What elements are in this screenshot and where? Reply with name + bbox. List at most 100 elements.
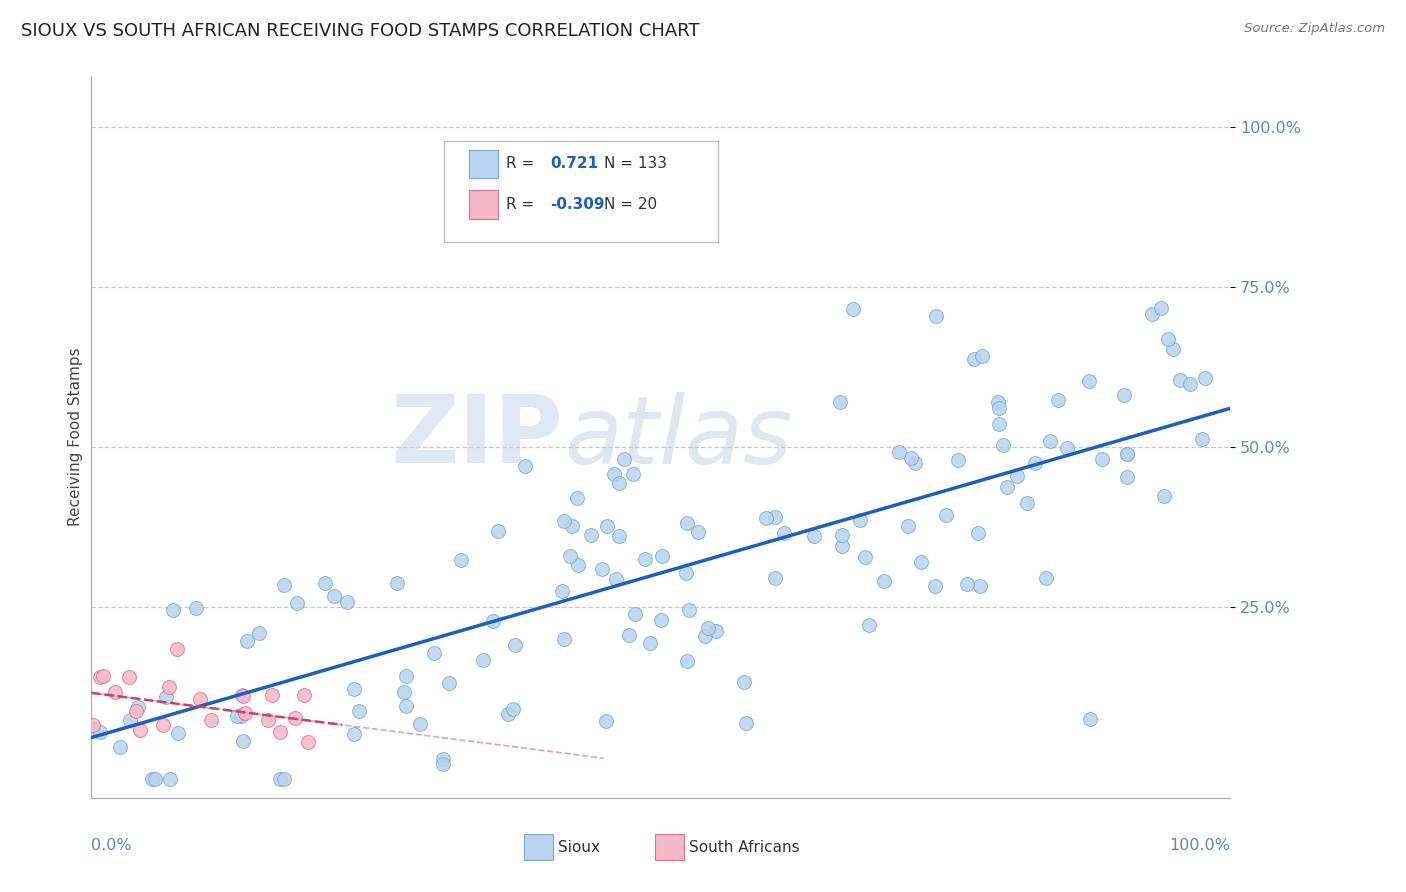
Point (693, 628, 716, 642)
Point (343, 726, 366, 740)
Point (640, 636, 662, 650)
Point (1015, 496, 1038, 510)
Text: Sioux: Sioux (558, 840, 600, 855)
Text: atlas: atlas (564, 392, 792, 483)
Point (285, 596, 308, 610)
Point (1115, 446, 1137, 460)
Point (579, 528, 602, 542)
Point (1056, 442, 1078, 456)
Point (437, 675, 460, 690)
Point (232, 733, 254, 747)
Point (233, 706, 256, 720)
FancyBboxPatch shape (524, 835, 553, 860)
Point (567, 558, 589, 572)
Point (969, 579, 991, 593)
Point (889, 445, 911, 459)
Point (125, 704, 148, 718)
Point (591, 562, 613, 576)
Point (553, 514, 575, 528)
Point (200, 714, 222, 728)
Point (650, 613, 672, 627)
Point (551, 584, 574, 599)
Point (505, 639, 527, 653)
Point (1140, 306, 1163, 320)
Point (561, 518, 583, 533)
Point (260, 688, 283, 702)
Point (118, 713, 141, 727)
Point (515, 458, 537, 473)
Text: Source: ZipAtlas.com: Source: ZipAtlas.com (1244, 22, 1385, 36)
Point (910, 555, 932, 569)
Point (1115, 470, 1137, 484)
Point (336, 595, 359, 609)
Point (596, 518, 619, 533)
Point (323, 590, 346, 604)
Point (772, 526, 794, 541)
Text: N = 133: N = 133 (605, 156, 666, 171)
Point (269, 772, 291, 786)
Point (972, 349, 994, 363)
Point (1168, 374, 1191, 388)
Point (621, 467, 644, 482)
Point (188, 691, 211, 706)
Text: N = 20: N = 20 (605, 197, 657, 212)
Point (502, 701, 524, 715)
Point (558, 549, 581, 564)
Point (232, 689, 254, 703)
Point (343, 681, 366, 696)
Point (651, 549, 673, 563)
Point (946, 453, 969, 467)
Point (347, 705, 370, 719)
Point (392, 685, 415, 699)
Point (482, 614, 505, 628)
Point (1180, 377, 1202, 392)
Point (842, 301, 865, 316)
Point (108, 740, 131, 755)
Text: ZIP: ZIP (391, 391, 564, 483)
Point (166, 642, 188, 657)
Point (450, 553, 472, 567)
Point (432, 756, 454, 771)
Point (269, 725, 291, 739)
Point (966, 525, 988, 540)
Text: South Africans: South Africans (689, 840, 800, 855)
Point (152, 717, 174, 731)
Point (1156, 332, 1178, 346)
Point (603, 467, 626, 481)
Point (755, 511, 778, 525)
Point (292, 688, 315, 702)
Point (186, 601, 208, 615)
Point (735, 715, 758, 730)
Point (385, 575, 408, 590)
Point (89, 725, 111, 739)
Text: R =: R = (506, 156, 534, 171)
Point (988, 417, 1011, 431)
Point (1112, 388, 1135, 402)
Point (273, 772, 295, 786)
Point (634, 552, 657, 566)
Point (143, 772, 166, 786)
Point (1163, 342, 1185, 356)
Point (858, 618, 880, 632)
Point (704, 624, 727, 638)
Point (159, 680, 181, 694)
Text: SIOUX VS SOUTH AFRICAN RECEIVING FOOD STAMPS CORRELATION CHART: SIOUX VS SOUTH AFRICAN RECEIVING FOOD ST… (21, 22, 700, 40)
Point (91, 669, 114, 683)
Point (422, 646, 444, 660)
Point (849, 513, 872, 527)
Point (565, 491, 588, 506)
Point (1024, 456, 1046, 470)
Point (1116, 447, 1139, 461)
Point (104, 685, 127, 699)
Point (408, 717, 430, 731)
Point (1077, 375, 1099, 389)
Point (162, 603, 184, 617)
Point (619, 628, 641, 642)
Point (925, 309, 948, 323)
Point (236, 633, 259, 648)
Point (676, 654, 699, 668)
Point (595, 714, 617, 729)
Point (314, 576, 336, 591)
Point (995, 480, 1018, 494)
FancyBboxPatch shape (470, 190, 498, 219)
